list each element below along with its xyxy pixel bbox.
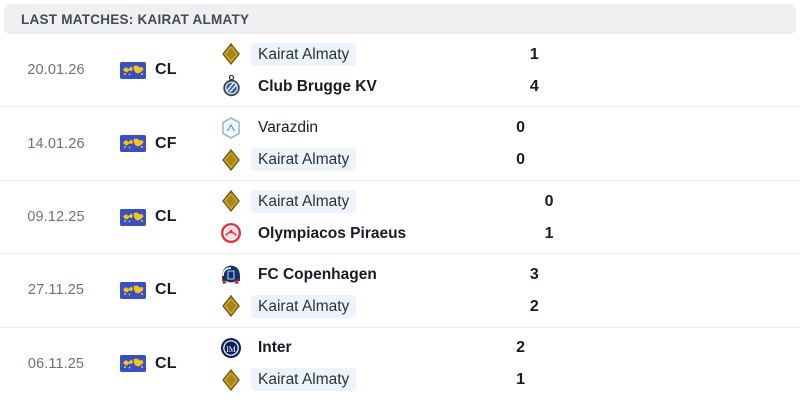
- kairat-almaty-crest: [220, 368, 242, 391]
- team-home[interactable]: IM Inter: [220, 336, 498, 360]
- svg-text:IM: IM: [226, 345, 236, 354]
- uefa-flag-icon: [120, 355, 146, 373]
- team-name: Kairat Almaty: [251, 294, 357, 318]
- teams-cell: Varazdin Kairat Almaty: [212, 116, 498, 172]
- team-name: Varazdin: [258, 119, 319, 137]
- competition-code: CL: [155, 281, 177, 299]
- teams-cell: Kairat Almaty Club Brugge KV: [212, 42, 512, 98]
- kairat-almaty-crest: [220, 148, 242, 171]
- uefa-flag-icon: [120, 135, 146, 153]
- uefa-flag-icon: [120, 208, 146, 226]
- team-away[interactable]: Kairat Almaty: [220, 148, 498, 172]
- team-home[interactable]: FC Copenhagen: [220, 262, 512, 286]
- competition-cell[interactable]: CL: [112, 208, 212, 226]
- team-home[interactable]: Kairat Almaty: [220, 189, 527, 213]
- fc-copenhagen-crest: [220, 263, 242, 285]
- page-title: LAST MATCHES: KAIRAT ALMATY: [21, 11, 250, 27]
- matches-list: 20.01.26 CL Kairat Almaty Club Brugge KV 1 4 1…: [0, 34, 800, 400]
- competition-code: CL: [155, 61, 177, 79]
- competition-code: CL: [155, 354, 177, 372]
- score-away: 1: [544, 224, 554, 242]
- teams-cell: FC Copenhagen Kairat Almaty: [212, 262, 512, 318]
- score-away: 0: [516, 151, 526, 169]
- teams-cell: Kairat Almaty Olympiacos Piraeus: [212, 189, 527, 245]
- score-home: 3: [529, 265, 539, 283]
- kairat-almaty-crest: [220, 190, 242, 213]
- score-away: 2: [529, 297, 539, 315]
- score-away: 4: [529, 77, 539, 95]
- panel-header: LAST MATCHES: KAIRAT ALMATY: [4, 4, 796, 34]
- team-away[interactable]: Kairat Almaty: [220, 368, 498, 392]
- competition-cell[interactable]: CL: [112, 281, 212, 299]
- match-date: 14.01.26: [27, 135, 85, 152]
- competition-cell[interactable]: CL: [112, 355, 212, 373]
- score-away: 1: [516, 371, 526, 389]
- inter-crest: IM: [220, 337, 242, 359]
- team-name: FC Copenhagen: [258, 265, 377, 283]
- uefa-flag-icon: [120, 61, 146, 79]
- match-date: 06.11.25: [27, 355, 85, 372]
- competition-code: CF: [155, 134, 177, 152]
- competition-cell[interactable]: CL: [112, 61, 212, 79]
- match-row[interactable]: 09.12.25 CL Kairat Almaty Olympiacos Piraeu…: [0, 181, 800, 255]
- score-home: 2: [516, 339, 526, 357]
- olympiacos-crest: [220, 222, 242, 244]
- score-home: 1: [529, 45, 539, 63]
- match-row[interactable]: 06.11.25 CL IM Inter Kairat Almaty 2 1: [0, 328, 800, 400]
- score-home: 0: [516, 119, 526, 137]
- team-name: Olympiacos Piraeus: [258, 224, 407, 242]
- team-away[interactable]: Kairat Almaty: [220, 294, 512, 318]
- team-away[interactable]: Olympiacos Piraeus: [220, 221, 527, 245]
- match-date: 27.11.25: [27, 282, 85, 299]
- competition-code: CL: [155, 208, 177, 226]
- team-name: Kairat Almaty: [251, 42, 357, 66]
- uefa-flag-icon: [120, 281, 146, 299]
- match-date: 09.12.25: [27, 209, 85, 226]
- score-home: 0: [544, 192, 554, 210]
- match-row[interactable]: 20.01.26 CL Kairat Almaty Club Brugge KV 1 4: [0, 34, 800, 108]
- varazdin-crest: [220, 116, 242, 139]
- kairat-almaty-crest: [220, 43, 242, 66]
- team-name: Kairat Almaty: [251, 368, 357, 392]
- competition-cell[interactable]: CF: [112, 135, 212, 153]
- kairat-almaty-crest: [220, 295, 242, 318]
- teams-cell: IM Inter Kairat Almaty: [212, 336, 498, 392]
- team-home[interactable]: Kairat Almaty: [220, 42, 512, 66]
- club-brugge-crest: [220, 75, 242, 97]
- team-name: Club Brugge KV: [258, 77, 377, 95]
- match-row[interactable]: 27.11.25 CL FC Copenhagen Kairat Almaty 3 2: [0, 254, 800, 328]
- team-name: Kairat Almaty: [251, 148, 357, 172]
- match-row[interactable]: 14.01.26 CF Varazdin Kairat Almaty 0 0: [0, 107, 800, 181]
- team-home[interactable]: Varazdin: [220, 116, 498, 140]
- team-away[interactable]: Club Brugge KV: [220, 74, 512, 98]
- team-name: Kairat Almaty: [251, 189, 357, 213]
- team-name: Inter: [258, 339, 292, 357]
- match-date: 20.01.26: [27, 62, 85, 79]
